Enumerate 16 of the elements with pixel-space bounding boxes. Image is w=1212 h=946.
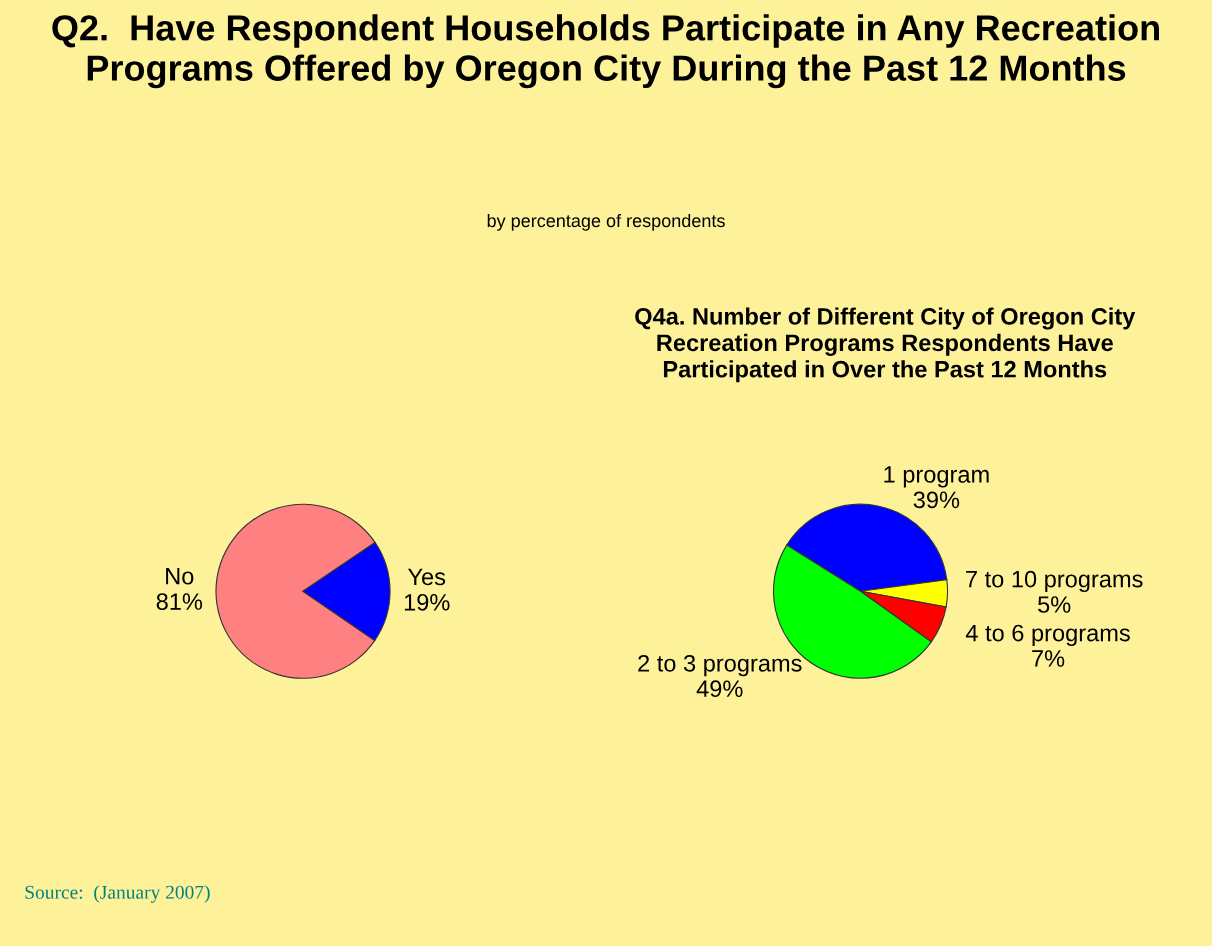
data-label: 49%: [696, 680, 743, 698]
source-note: Source: (January 2007): [25, 885, 210, 903]
slice-label: 1 program: [884, 466, 989, 488]
text: by percentage of respondents: [487, 213, 725, 231]
data-label: 81%: [156, 593, 203, 610]
data-label: 39%: [913, 491, 960, 509]
data-label: 19%: [404, 593, 450, 611]
data-label: 7%: [1032, 650, 1065, 667]
slice-label: Yes: [407, 568, 446, 586]
chart-title: Q4a. Number of Different City of Oregon City Recreation Programs Respondents Have Participated in Over the Past 12 Months: [635, 307, 1136, 383]
data-label: 5%: [1038, 596, 1071, 613]
slice-label: No: [166, 568, 194, 585]
slice-label: 2 to 3 programs: [638, 654, 802, 677]
slice-label: 4 to 6 programs: [965, 624, 1130, 647]
slice-label: 7 to 10 programs: [966, 570, 1143, 593]
text: Q2. Have Respondent Households Participate in Any Recreation Programs Offered by Oregon City During the Past 12 Months: [52, 14, 1159, 89]
